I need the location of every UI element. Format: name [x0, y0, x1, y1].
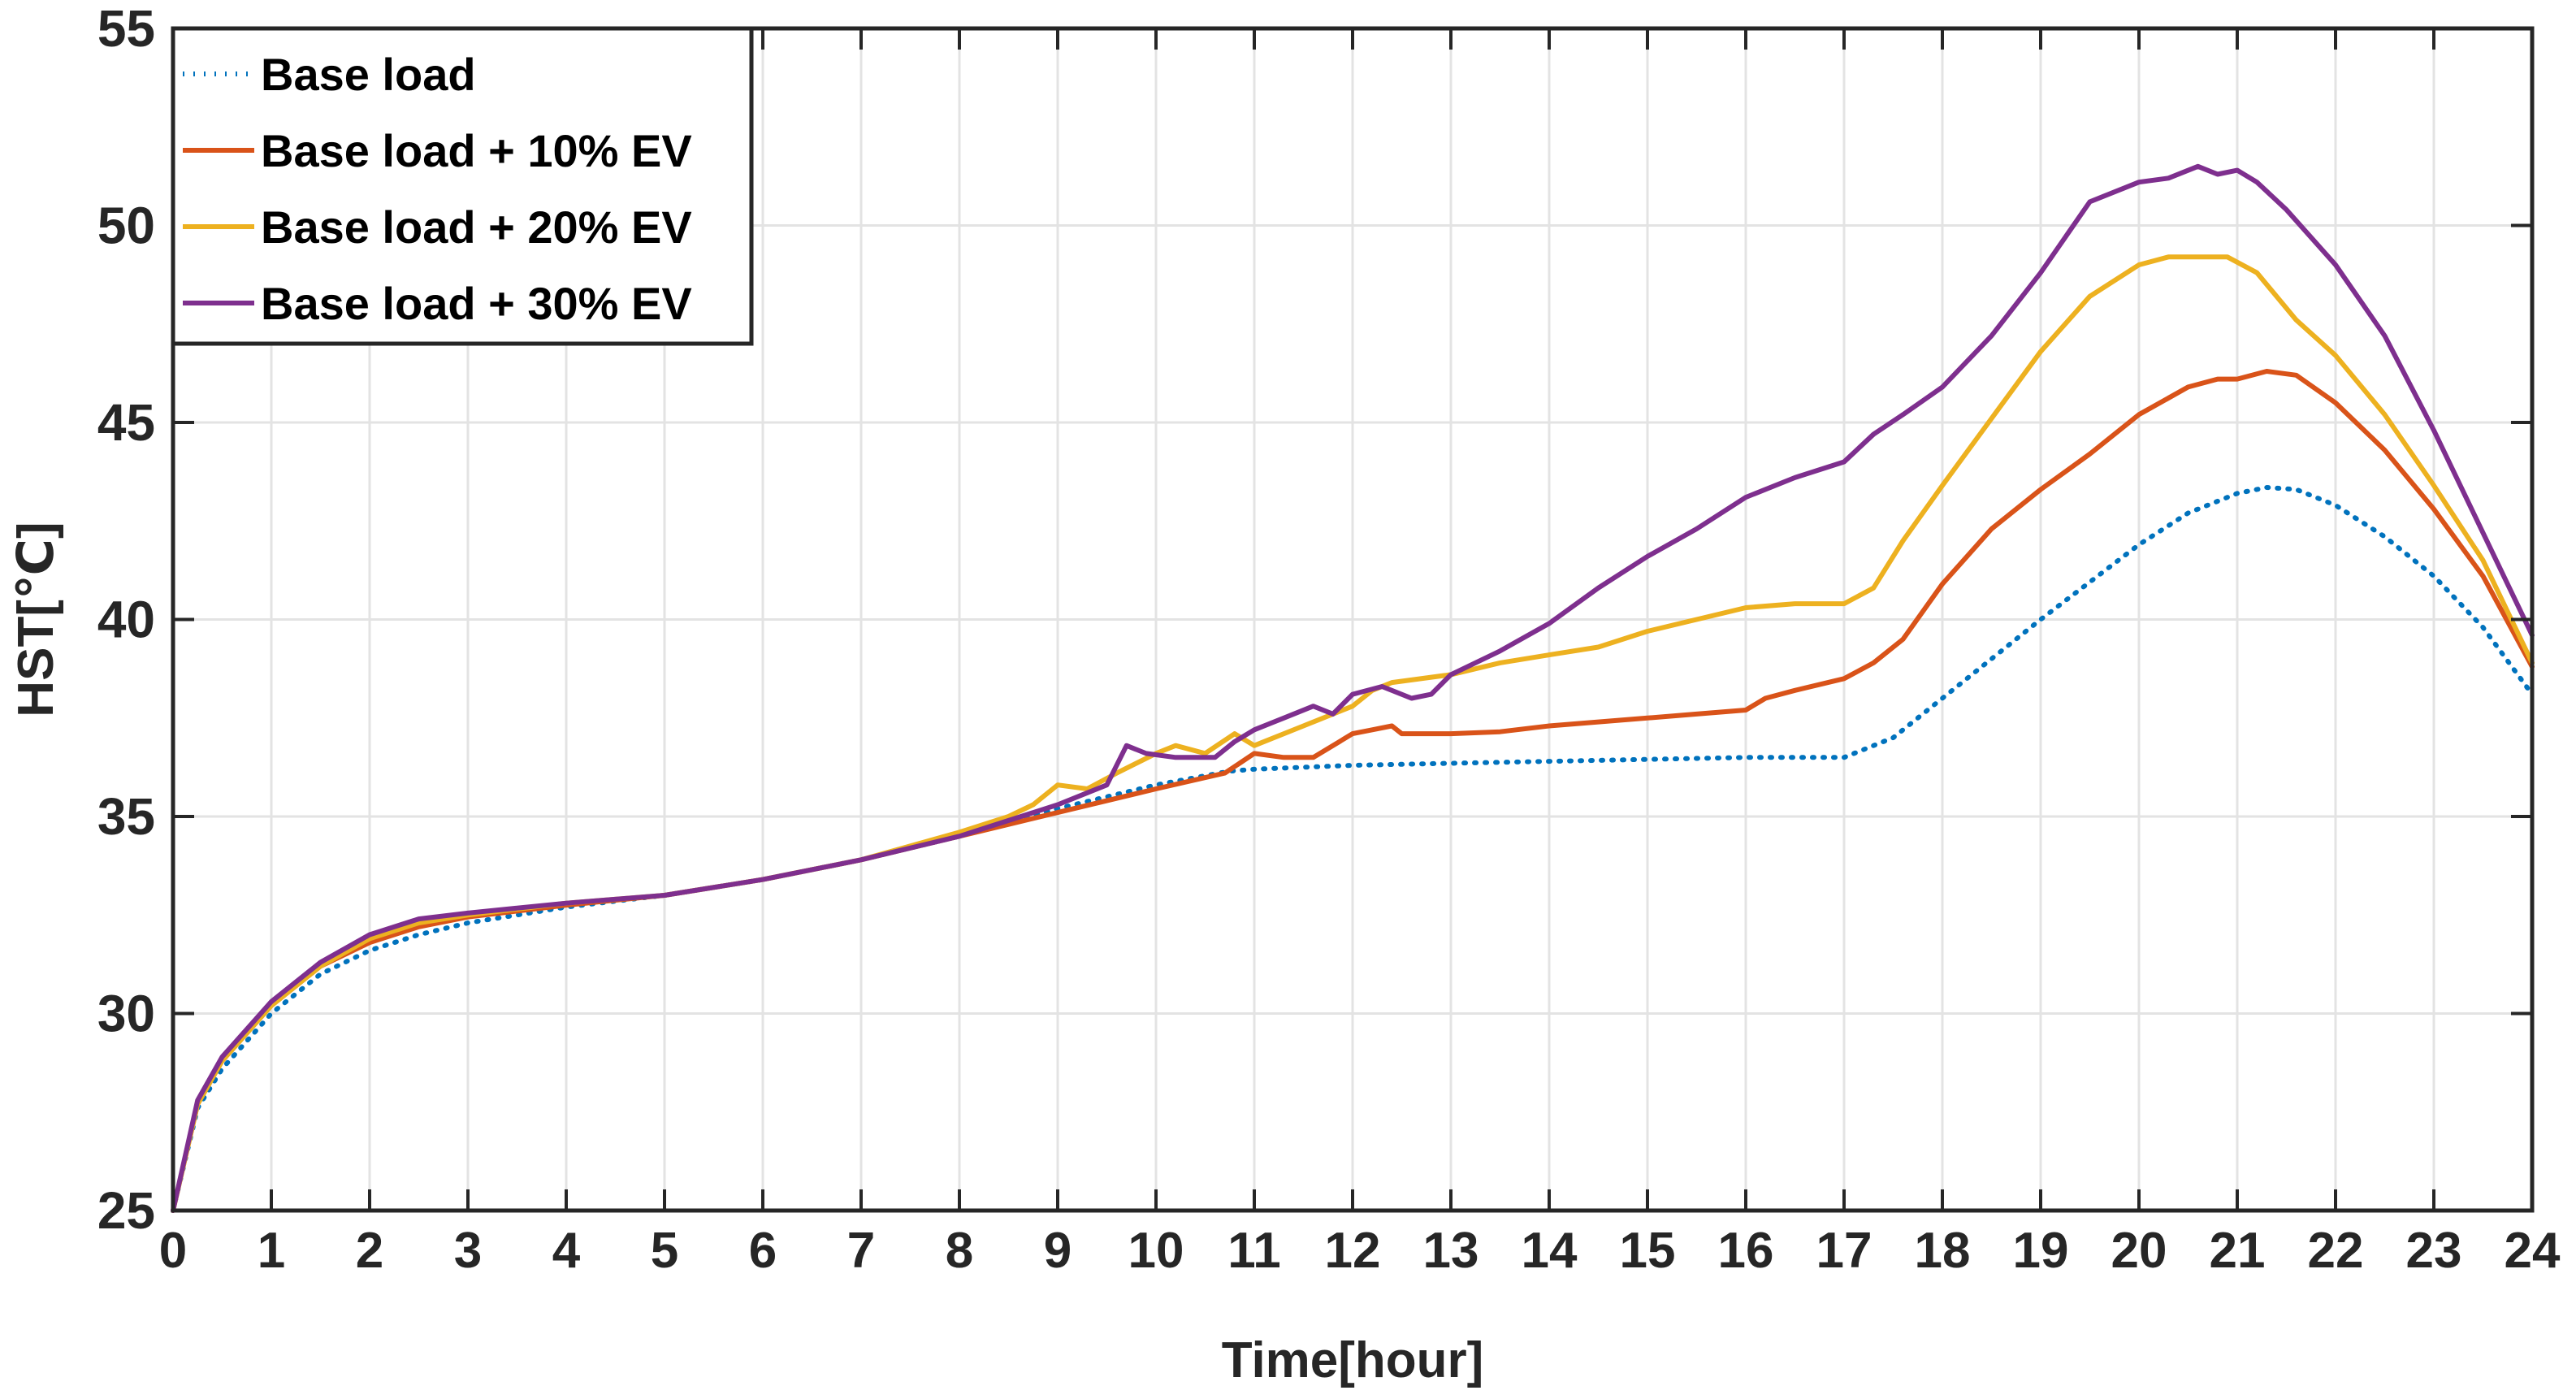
x-tick-label: 18: [1915, 1223, 1971, 1279]
x-tick-label: 3: [454, 1223, 482, 1279]
x-tick-label: 14: [1522, 1223, 1578, 1279]
legend: Base load Base load + 10% EV Base load + 2…: [171, 26, 754, 346]
x-tick-label: 2: [356, 1223, 383, 1279]
x-tick-label: 21: [2210, 1223, 2266, 1279]
y-tick-label: 50: [97, 197, 155, 255]
x-tick-label: 0: [159, 1223, 187, 1279]
x-tick-label: 16: [1718, 1223, 1774, 1279]
series-line-4: [171, 163, 2535, 1213]
x-tick-label: 9: [1044, 1223, 1072, 1279]
legend-label: Base load + 30% EV: [261, 278, 692, 329]
x-tick-label: 1: [258, 1223, 285, 1279]
x-tick-label: 20: [2111, 1223, 2167, 1279]
x-axis-ticks: 0 1 2 3 4 5 6 7 8 9 10 11 12 13 14 15 16 17 18 19 20 21 22 23 24: [159, 28, 2561, 1279]
x-tick-label: 15: [1620, 1223, 1676, 1279]
y-tick-label: 35: [97, 787, 155, 846]
x-axis-label: Time[hour]: [1222, 1332, 1484, 1388]
x-tick-label: 10: [1128, 1223, 1184, 1279]
legend-label: Base load: [261, 49, 476, 100]
y-tick-label: 55: [97, 0, 155, 58]
x-tick-label: 17: [1816, 1223, 1872, 1279]
x-tick-label: 19: [2013, 1223, 2069, 1279]
y-axis-ticks: 25 30 35 40 45 50 55: [97, 0, 2532, 1240]
series-line-1: [171, 485, 2535, 1213]
y-tick-label: 30: [97, 985, 155, 1043]
x-tick-label: 24: [2505, 1223, 2561, 1279]
y-tick-label: 25: [97, 1181, 155, 1240]
x-tick-label: 5: [651, 1223, 678, 1279]
x-tick-label: 23: [2406, 1223, 2462, 1279]
y-tick-label: 45: [97, 393, 155, 452]
x-tick-label: 7: [847, 1223, 875, 1279]
x-tick-label: 22: [2308, 1223, 2364, 1279]
legend-label: Base load + 10% EV: [261, 125, 692, 176]
y-tick-label: 40: [97, 591, 155, 649]
x-tick-label: 12: [1325, 1223, 1381, 1279]
y-axis-label: HST[℃]: [8, 522, 64, 717]
x-tick-label: 4: [552, 1223, 581, 1279]
x-tick-label: 8: [946, 1223, 973, 1279]
x-tick-label: 6: [749, 1223, 777, 1279]
x-tick-label: 13: [1423, 1223, 1479, 1279]
series-lines: [171, 163, 2535, 1213]
legend-box: [171, 26, 754, 346]
legend-label: Base load + 20% EV: [261, 201, 692, 253]
x-tick-label: 11: [1227, 1223, 1281, 1279]
